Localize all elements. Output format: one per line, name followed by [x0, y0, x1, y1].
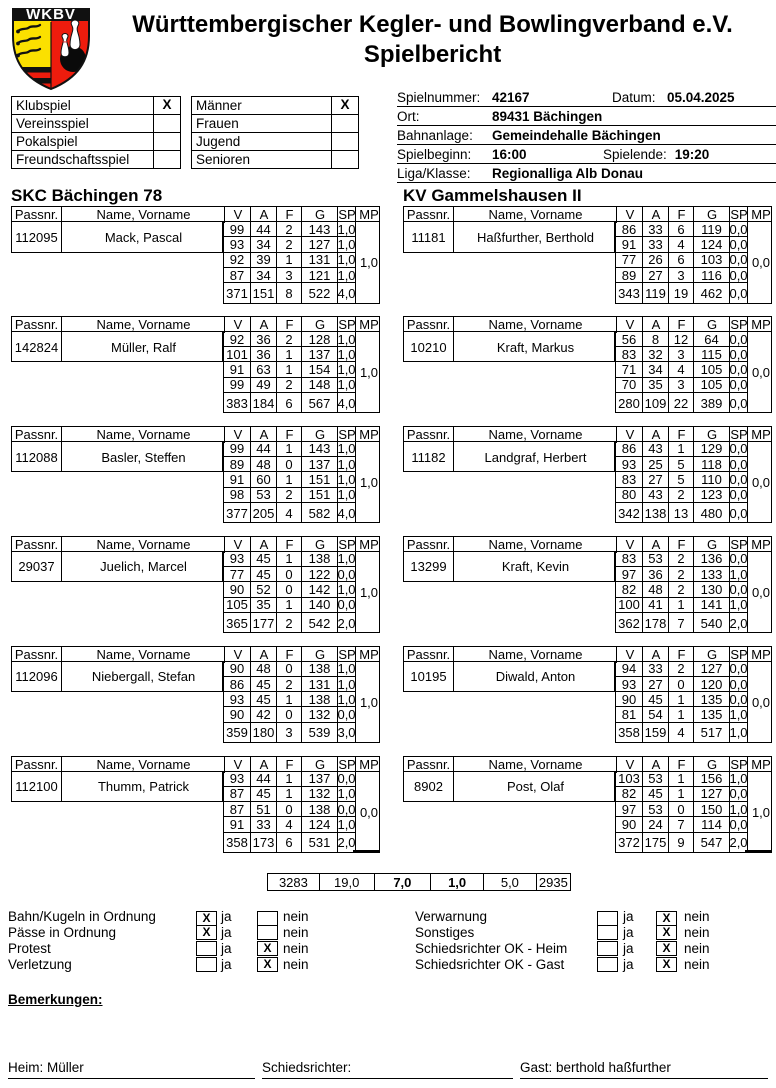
svg-text:WKBV: WKBV: [26, 6, 76, 23]
